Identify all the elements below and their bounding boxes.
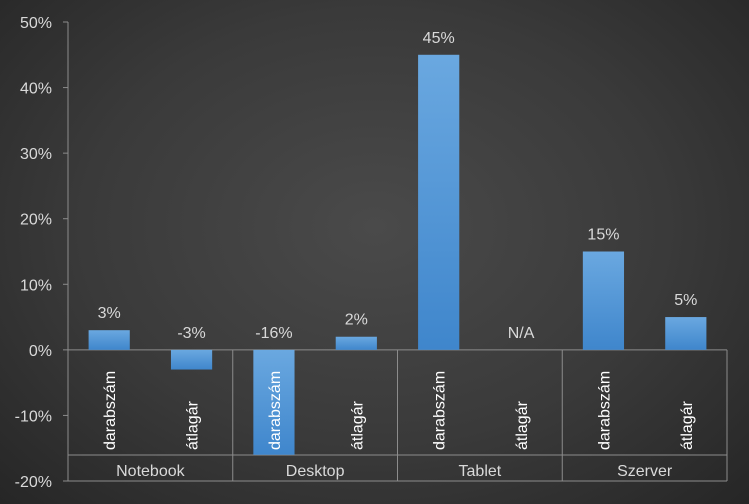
subcategory-label: darabszám — [102, 371, 119, 450]
data-label: 5% — [674, 292, 697, 309]
group-label: Notebook — [116, 463, 185, 480]
subcategory-label: darabszám — [267, 371, 284, 450]
axis-layer: -20% -10% 0% 10% 20% 30% 40% 50% — [15, 15, 728, 491]
y-tick-label: 10% — [20, 277, 52, 294]
bar — [335, 336, 377, 350]
group-label: Szerver — [617, 463, 673, 480]
y-tick-label: 40% — [20, 81, 52, 98]
subcategory-label: átlagár — [679, 400, 696, 450]
y-tick-label: -20% — [15, 474, 52, 491]
data-label: N/A — [508, 325, 535, 342]
bar — [253, 349, 295, 455]
data-label: -3% — [177, 325, 205, 342]
subcategory-label: átlagár — [514, 400, 531, 450]
data-label: 3% — [98, 305, 121, 322]
y-tick-label: 50% — [20, 15, 52, 32]
y-tick-label: 30% — [20, 146, 52, 163]
group-label: Desktop — [286, 463, 345, 480]
subcategory-label: darabszám — [432, 371, 449, 450]
y-tick-label: -10% — [15, 408, 52, 425]
group-label: Tablet — [459, 463, 502, 480]
bar — [582, 251, 625, 350]
label-layer: Notebook Desktop Tablet Szerver 3% darabszám -… — [98, 30, 698, 480]
bar — [665, 317, 707, 350]
bar — [170, 349, 213, 370]
data-label: 15% — [587, 227, 619, 244]
subcategory-label: darabszám — [596, 371, 613, 450]
data-label: 2% — [345, 312, 368, 329]
bar — [418, 54, 460, 350]
subcategory-label: átlagár — [349, 400, 366, 450]
y-tick-label: 20% — [20, 212, 52, 229]
bar-layer — [88, 54, 707, 455]
bar — [88, 330, 130, 350]
subcategory-label: átlagár — [185, 400, 202, 450]
data-label: 45% — [423, 30, 455, 47]
y-tick-label: 0% — [29, 343, 52, 360]
data-label: -16% — [255, 325, 292, 342]
